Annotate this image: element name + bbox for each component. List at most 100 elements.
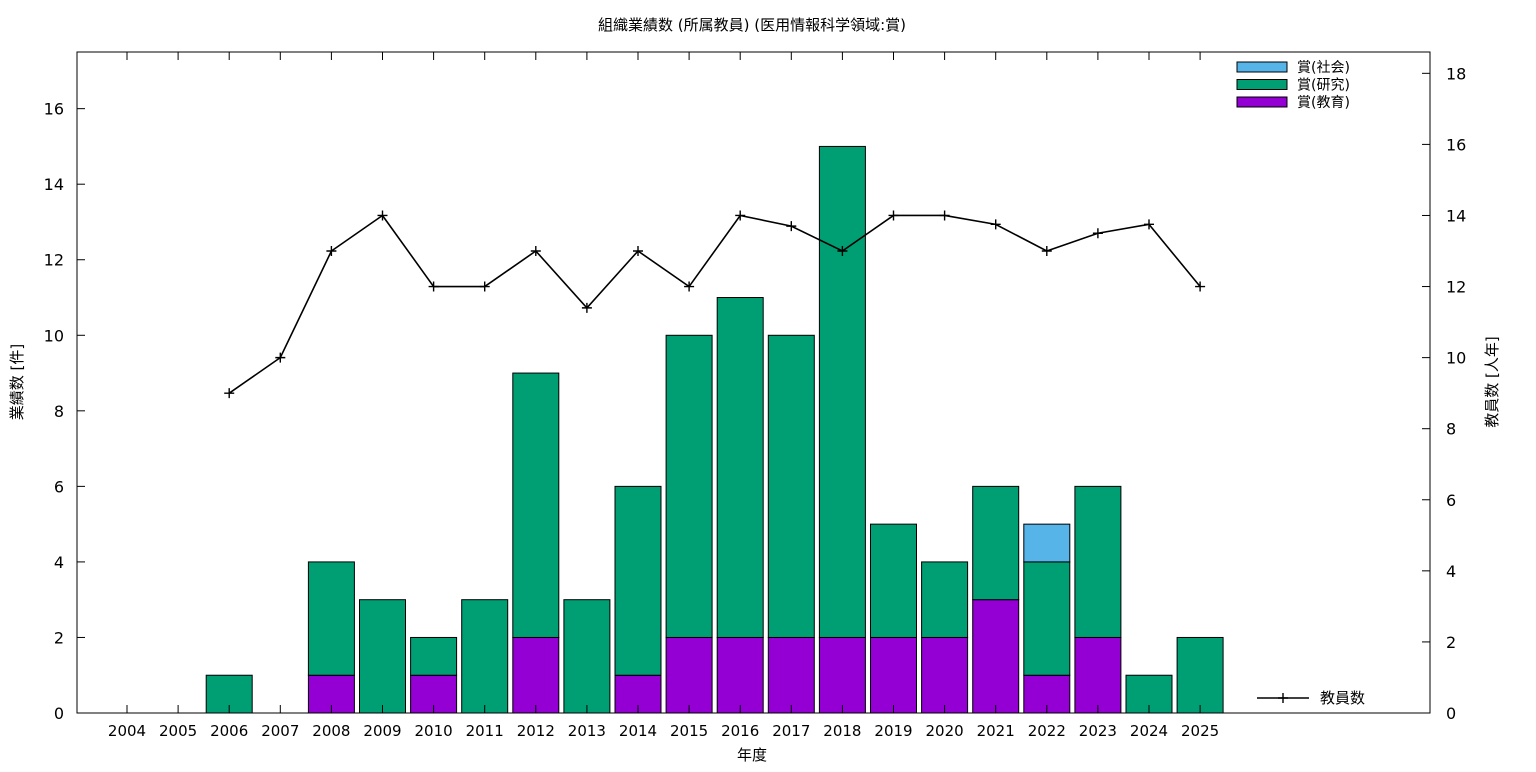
bar-2022-series-2: [1023, 523, 1071, 563]
legend-swatch: [1236, 79, 1288, 90]
bar-2019-series-0: [870, 636, 917, 714]
x-tick-label: 2005: [159, 722, 197, 740]
y2-tick-label: 14: [1446, 206, 1466, 225]
y-tick-label: 4: [54, 553, 64, 572]
bar-2016-series-1: [716, 297, 764, 638]
line-point: [428, 281, 439, 292]
legend-swatch: [1236, 96, 1288, 108]
y-tick-label: 10: [44, 326, 64, 345]
y2-tick-label: 0: [1446, 704, 1456, 723]
bar-2020-series-0: [921, 636, 969, 714]
bar-2010-series-1: [410, 636, 458, 676]
y2-tick-label: 2: [1446, 633, 1456, 652]
y2-tick-label: 6: [1446, 491, 1456, 510]
y-tick-label: 8: [54, 402, 64, 421]
line-point: [581, 302, 592, 313]
x-tick-label: 2011: [466, 722, 504, 740]
x-tick-label: 2004: [108, 722, 146, 740]
bar-2009-series-1: [359, 599, 406, 714]
line-point: [1195, 281, 1206, 292]
x-tick-label: 2021: [977, 722, 1015, 740]
bar-2023-series-0: [1074, 636, 1122, 714]
line-point: [837, 246, 848, 257]
bar-2018-series-1: [818, 145, 866, 638]
line-point: [684, 281, 695, 292]
x-tick-label: 2006: [210, 722, 248, 740]
line-point: [224, 388, 235, 399]
plot-frame: [76, 51, 1431, 714]
x-tick-label: 2009: [363, 722, 401, 740]
x-tick-label: 2016: [721, 722, 759, 740]
x-tick-label: 2018: [823, 722, 861, 740]
y-tick-label: 0: [54, 704, 64, 723]
line-point: [530, 246, 541, 257]
y-tick-label: 12: [44, 251, 64, 270]
bar-2017-series-1: [767, 334, 815, 638]
line-point: [888, 210, 899, 221]
x-tick-label: 2019: [874, 722, 912, 740]
legend-line-label: 教員数: [1320, 689, 1365, 707]
x-tick-label: 2020: [926, 722, 964, 740]
x-tick-label: 2024: [1130, 722, 1168, 740]
bar-2021-series-0: [972, 599, 1020, 714]
line-layer: [224, 210, 1206, 399]
y2-tick-label: 4: [1446, 562, 1456, 581]
bar-2022-series-1: [1023, 561, 1071, 676]
y-tick-label: 2: [54, 628, 64, 647]
y2-tick-label: 10: [1446, 349, 1466, 368]
y-axis-label: 業績数 [件]: [8, 344, 26, 420]
x-tick-label: 2023: [1079, 722, 1117, 740]
y-tick-label: 14: [44, 175, 64, 194]
legend-label: 賞(教育): [1297, 95, 1350, 111]
bar-2011-series-1: [461, 599, 509, 714]
x-tick-label: 2010: [415, 722, 453, 740]
line-point: [1041, 246, 1052, 257]
legend-line-marker: [1278, 693, 1288, 703]
line-point: [633, 246, 643, 257]
bar-2025-series-1: [1176, 636, 1224, 714]
legend-label: 賞(社会): [1297, 60, 1350, 76]
ticks-layer: 0 2 4 6 8 10 12 14 16 0 2 4 6 8 10 12 14 16 18 2004 2005 2006…: [44, 52, 1466, 740]
x-axis-label: 年度: [737, 746, 767, 764]
line-point: [275, 352, 286, 363]
line-point: [326, 246, 337, 257]
x-tick-label: 2017: [772, 722, 810, 740]
line-point: [1144, 219, 1154, 230]
bar-2017-series-0: [767, 636, 815, 714]
x-tick-label: 2014: [619, 722, 657, 740]
line-point: [786, 221, 797, 232]
y2-tick-label: 18: [1446, 64, 1466, 83]
bar-2015-series-0: [665, 636, 713, 714]
legend-swatch: [1236, 61, 1288, 73]
y2-tick-label: 16: [1446, 135, 1466, 154]
x-tick-label: 2015: [670, 722, 708, 740]
line-series: [228, 214, 1201, 394]
bar-2018-series-0: [818, 636, 866, 714]
x-tick-label: 2012: [517, 722, 555, 740]
y2-tick-label: 12: [1446, 278, 1466, 297]
y-tick-label: 16: [44, 100, 64, 119]
line-point: [1092, 228, 1103, 239]
bar-2023-series-1: [1074, 485, 1122, 638]
bar-2021-series-1: [972, 485, 1020, 601]
bar-2015-series-1: [665, 334, 713, 638]
line-point: [990, 219, 1001, 230]
bar-2016-series-0: [716, 636, 764, 714]
bars-layer: [205, 145, 1224, 714]
bar-2019-series-1: [870, 523, 917, 638]
bar-2008-series-1: [307, 561, 355, 676]
line-point: [479, 281, 490, 292]
legend: 賞(社会) 賞(研究)賞(教育) 教員数: [1236, 60, 1365, 707]
x-tick-label: 2022: [1028, 722, 1066, 740]
bar-2020-series-1: [921, 561, 969, 638]
line-point: [735, 210, 746, 221]
x-tick-label: 2008: [312, 722, 350, 740]
bar-2014-series-1: [614, 485, 662, 676]
line-point: [939, 210, 950, 221]
y2-tick-label: 8: [1446, 420, 1456, 439]
bar-2012-series-1: [512, 372, 560, 638]
chart-title: 組織業績数 (所属教員) (医用情報科学領域:賞): [598, 16, 906, 34]
y-tick-label: 6: [54, 477, 64, 496]
x-tick-label: 2013: [568, 722, 606, 740]
